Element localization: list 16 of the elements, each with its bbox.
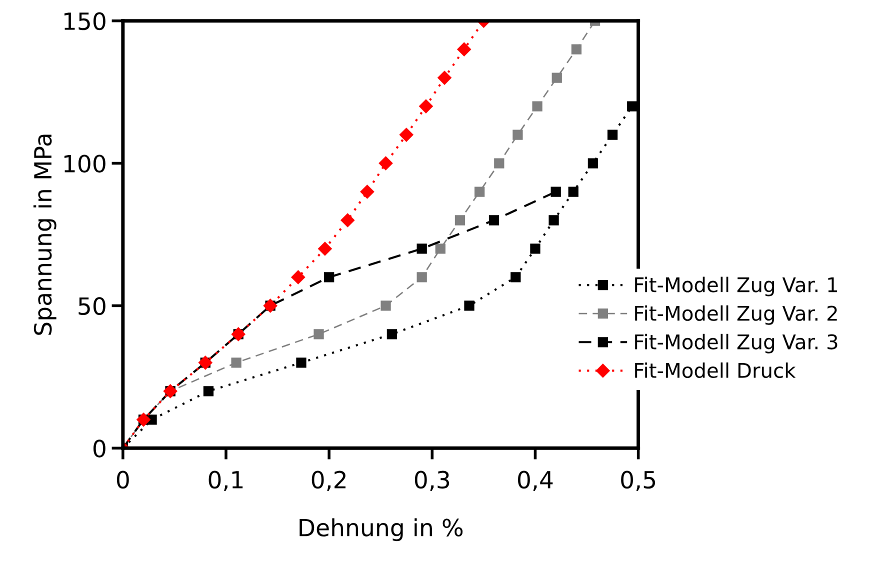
x-tick-label: 0	[116, 470, 129, 489]
legend-label: Fit-Modell Druck	[635, 362, 796, 378]
legend-label: Fit-Modell Zug Var. 2	[635, 305, 837, 325]
y-tick-label: 100	[64, 154, 106, 173]
x-axis-title: Dehnung in %	[300, 518, 463, 542]
y-axis-title: Spannung in MPa	[33, 134, 56, 335]
legend-label: Fit-Modell Zug Var. 3	[635, 334, 838, 354]
y-tick-label: 0	[93, 440, 106, 458]
x-tick-label: 0,1	[208, 470, 243, 492]
x-tick-label: 0,4	[518, 470, 553, 492]
y-tick-label: 150	[64, 12, 106, 30]
x-tick-label: 0,2	[312, 470, 346, 492]
y-tick-label: 50	[78, 297, 106, 316]
legend-label: Fit-Modell Zug Var. 1	[635, 276, 837, 296]
x-tick-label: 0,5	[621, 470, 656, 492]
x-tick-label: 0,3	[414, 470, 450, 492]
